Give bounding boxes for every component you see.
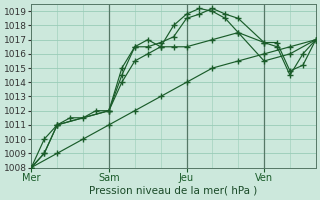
X-axis label: Pression niveau de la mer( hPa ): Pression niveau de la mer( hPa ): [90, 186, 258, 196]
